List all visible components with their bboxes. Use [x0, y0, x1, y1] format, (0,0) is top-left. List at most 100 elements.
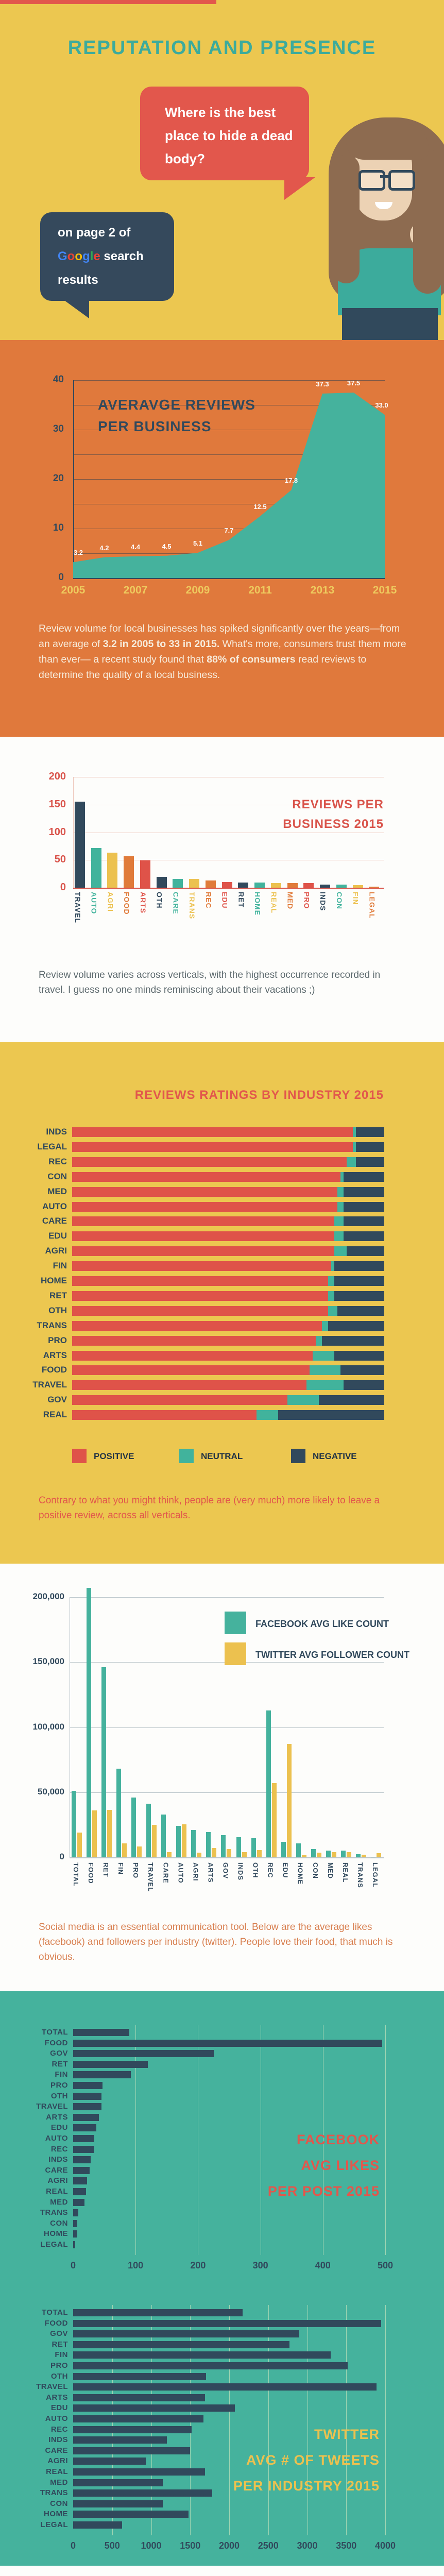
- row-label: LEGAL: [40, 2240, 68, 2249]
- row-label: AUTO: [45, 2414, 68, 2423]
- bar: [73, 2156, 91, 2164]
- bar: [270, 883, 281, 888]
- bar-segment: [340, 1365, 384, 1376]
- x-tick-label: 2011: [248, 584, 272, 596]
- bar: [73, 2511, 189, 2518]
- positive-reviews-paragraph: Contrary to what you might think, people…: [39, 1495, 380, 1521]
- bar: [73, 2426, 192, 2433]
- legend-swatch-twitter: [225, 1642, 246, 1665]
- bar: [73, 2436, 167, 2444]
- bar-segment: [340, 1172, 344, 1182]
- x-tick-label: 3000: [297, 2540, 318, 2551]
- row-label: AGRI: [47, 2456, 68, 2466]
- row-label: TOTAL: [41, 2308, 68, 2317]
- bar-twitter: [107, 1809, 112, 1857]
- x-category-label: LEGAL: [371, 1862, 379, 1888]
- woman-glasses-bridge: [380, 175, 389, 178]
- bar-twitter: [242, 1852, 247, 1857]
- x-tick-label: 2500: [258, 2540, 279, 2551]
- x-category-label: MED: [326, 1862, 334, 1879]
- bar-facebook: [101, 1667, 107, 1857]
- legend-label-twitter: TWITTER AVG FOLLOWER COUNT: [255, 1650, 409, 1660]
- row-label: LEGAL: [40, 2520, 68, 2529]
- row-label: MED: [50, 2197, 68, 2207]
- woman-hair-left: [333, 155, 360, 283]
- bar: [73, 2166, 90, 2174]
- bar-twitter: [316, 1853, 321, 1857]
- bar: [73, 2230, 78, 2238]
- bar: [73, 2188, 87, 2195]
- bar-segment: [72, 1216, 335, 1227]
- google-letter: G: [58, 249, 67, 263]
- legend-swatch-facebook: [225, 1612, 246, 1634]
- bar: [91, 848, 101, 888]
- x-category-label: GOV: [221, 1862, 230, 1879]
- row-label: EDU: [50, 2123, 68, 2132]
- chart-title: TWITTER AVG # OF TWEETS PER INDUSTRY 2015: [233, 2427, 380, 2494]
- y-axis-line: [73, 777, 74, 888]
- y-tick-label: 100: [48, 826, 66, 838]
- row-label: LEGAL: [37, 1141, 67, 1151]
- data-label: 3.2: [73, 549, 83, 557]
- row-label: HOME: [41, 1276, 67, 1285]
- bar: [73, 2479, 163, 2486]
- bar-segment: [328, 1276, 335, 1286]
- google-letter: o: [67, 249, 75, 263]
- bar-segment: [72, 1246, 335, 1257]
- bar: [73, 2241, 75, 2248]
- row-label: REC: [50, 2144, 68, 2154]
- bar-segment: [334, 1216, 344, 1227]
- x-category-label: RET: [237, 892, 246, 908]
- bar: [73, 2319, 382, 2327]
- bar-segment: [72, 1231, 335, 1242]
- answer-after-google: search: [104, 249, 144, 263]
- bar-segment: [72, 1306, 328, 1316]
- x-tick-label: 1500: [180, 2540, 201, 2551]
- y-tick-label: 50,000: [38, 1786, 64, 1797]
- legend-label-facebook: FACEBOOK AVG LIKE COUNT: [255, 1619, 389, 1629]
- answer-bubble: on page 2 of Google search results: [40, 212, 174, 301]
- bar-segment: [72, 1320, 322, 1331]
- x-tick-label: 2009: [185, 584, 210, 596]
- bar-facebook: [266, 1710, 271, 1857]
- x-category-label: MED: [286, 892, 295, 910]
- bar-segment: [72, 1187, 338, 1197]
- bar: [156, 876, 167, 888]
- bar-segment: [328, 1291, 335, 1301]
- grid-line: [73, 553, 385, 554]
- top-strip: [0, 0, 216, 4]
- row-label: ARTS: [46, 2393, 68, 2402]
- bar-facebook: [340, 1851, 346, 1857]
- grid-line: [135, 2025, 136, 2255]
- row-label: FIN: [53, 1261, 67, 1271]
- woman-glasses-right: [388, 170, 415, 191]
- bar-segment: [278, 1410, 384, 1420]
- row-label: TRANS: [37, 1320, 67, 1330]
- grid-line: [70, 1727, 384, 1728]
- bar: [73, 2489, 212, 2497]
- row-label: REAL: [46, 2467, 68, 2476]
- row-label: GOV: [50, 2049, 68, 2058]
- row-label: REAL: [46, 2187, 68, 2196]
- y-tick-label: 50: [54, 854, 66, 866]
- x-category-label: RET: [102, 1862, 110, 1877]
- bar-segment: [334, 1350, 384, 1361]
- row-label: PRO: [48, 1335, 67, 1345]
- x-category-label: REC: [204, 892, 213, 909]
- bar: [107, 853, 118, 888]
- woman-smile: [375, 202, 392, 209]
- google-letter: o: [75, 249, 83, 263]
- bar-segment: [72, 1172, 341, 1182]
- y-tick-label: 20: [53, 473, 64, 484]
- answer-line2: Google search: [58, 249, 144, 264]
- bar-segment: [72, 1395, 288, 1405]
- grid-line: [73, 380, 385, 381]
- bar-segment: [315, 1335, 322, 1346]
- bar-segment: [72, 1142, 353, 1152]
- data-label: 37.5: [347, 379, 361, 387]
- row-label: HOME: [44, 2229, 68, 2239]
- reviews-per-business-section: [0, 737, 444, 1042]
- y-tick-label: 0: [58, 572, 64, 583]
- x-category-label: INDS: [319, 892, 328, 911]
